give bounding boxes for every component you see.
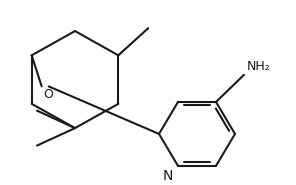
- Text: O: O: [44, 88, 54, 101]
- Text: NH₂: NH₂: [247, 60, 271, 73]
- Text: N: N: [163, 169, 173, 183]
